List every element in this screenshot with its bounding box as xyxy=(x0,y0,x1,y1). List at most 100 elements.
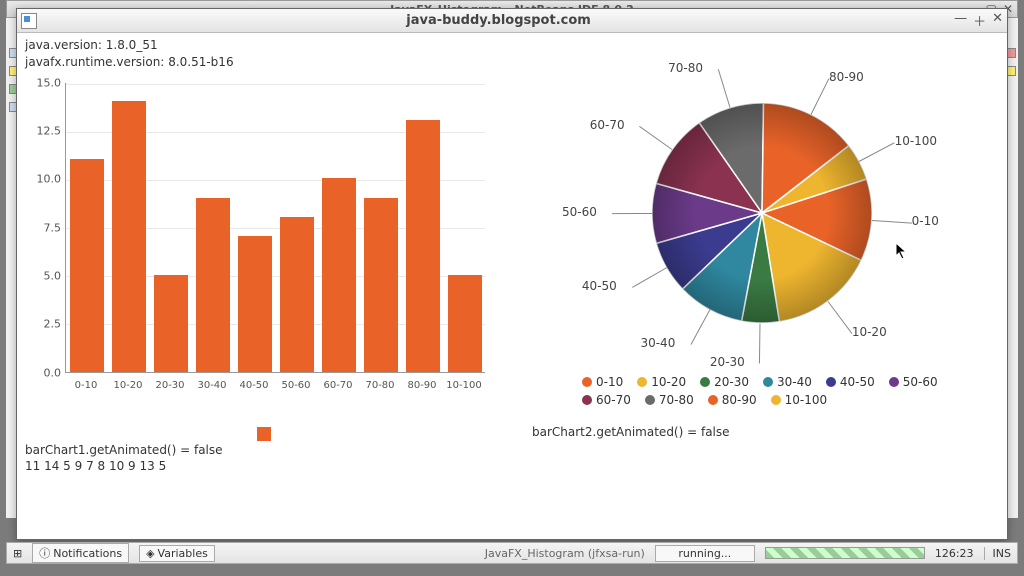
bar xyxy=(112,101,146,372)
legend-swatch xyxy=(826,377,836,387)
legend-swatch xyxy=(771,395,781,405)
pie-legend-item: 50-60 xyxy=(889,375,938,389)
bar xyxy=(70,159,104,372)
legend-swatch xyxy=(889,377,899,387)
bar-xtick: 10-20 xyxy=(113,380,142,391)
variables-button[interactable]: ◈Variables xyxy=(139,545,215,562)
bar-xtick: 60-70 xyxy=(323,380,352,391)
variables-icon: ◈ xyxy=(146,547,154,560)
bar-values-line: 11 14 5 9 7 8 10 9 13 5 xyxy=(25,459,502,473)
bar-xtick: 0-10 xyxy=(75,380,98,391)
legend-swatch xyxy=(763,377,773,387)
bar-xtick: 20-30 xyxy=(155,380,184,391)
pie-slice-label: 80-90 xyxy=(829,70,864,84)
ide-statusbar: ⊞ ⓘNotifications ◈Variables JavaFX_Histo… xyxy=(6,542,1018,564)
pie-chart-panel: 0-10 10-20 20-30 30-40 40-50 50-60 60-70 70-80 8… xyxy=(522,73,999,473)
legend-label: 80-90 xyxy=(722,393,757,407)
java-version-line: java.version: 1.8.0_51 xyxy=(25,37,999,54)
app-window: java-buddy.blogspot.com — ＋ ✕ java.versi… xyxy=(16,8,1008,540)
bar-ytick: 7.5 xyxy=(25,221,61,234)
notifications-button[interactable]: ⓘNotifications xyxy=(32,543,129,563)
pie-legend: 0-10 10-20 20-30 30-40 40-50 50-60 60-70 70-80 8… xyxy=(582,375,982,407)
bar-xtick: 70-80 xyxy=(365,380,394,391)
pie-legend-item: 10-100 xyxy=(771,393,828,407)
bar-ytick: 12.5 xyxy=(25,124,61,137)
legend-label: 60-70 xyxy=(596,393,631,407)
legend-label: 20-30 xyxy=(714,375,749,389)
app-close-icon[interactable]: ✕ xyxy=(992,11,1003,30)
pie-slice-label: 30-40 xyxy=(640,336,675,350)
legend-label: 50-60 xyxy=(903,375,938,389)
pie-slice-label: 50-60 xyxy=(562,205,597,219)
legend-label: 0-10 xyxy=(596,375,623,389)
bar-xtick: 80-90 xyxy=(407,380,436,391)
bar xyxy=(154,275,188,372)
legend-label: 10-20 xyxy=(651,375,686,389)
status-expand-icon[interactable]: ⊞ xyxy=(13,547,22,560)
pie-chart-status: barChart2.getAnimated() = false xyxy=(532,425,999,439)
legend-swatch xyxy=(708,395,718,405)
bar-legend xyxy=(25,427,502,441)
pie-slice-label: 40-50 xyxy=(582,279,617,293)
legend-label: 70-80 xyxy=(659,393,694,407)
bar-xtick: 10-100 xyxy=(446,380,481,391)
pie-chart: 0-10 10-20 20-30 30-40 40-50 50-60 60-70 70-80 8… xyxy=(522,73,982,423)
app-body: java.version: 1.8.0_51 javafx.runtime.ve… xyxy=(17,33,1007,539)
pie-legend-item: 80-90 xyxy=(708,393,757,407)
pie-slice-label: 10-20 xyxy=(852,325,887,339)
info-icon: ⓘ xyxy=(39,545,50,561)
app-titlebar[interactable]: java-buddy.blogspot.com — ＋ ✕ xyxy=(17,9,1007,33)
bar xyxy=(238,236,272,371)
pie-legend-item: 0-10 xyxy=(582,375,623,389)
bar xyxy=(196,198,230,372)
bar-ytick: 2.5 xyxy=(25,318,61,331)
bar-chart-status: barChart1.getAnimated() = false xyxy=(25,443,502,457)
pie-legend-item: 30-40 xyxy=(763,375,812,389)
bar xyxy=(280,217,314,372)
app-icon xyxy=(21,13,37,29)
pie-slice-label: 70-80 xyxy=(668,61,703,75)
bar-legend-swatch xyxy=(257,427,271,441)
legend-swatch xyxy=(637,377,647,387)
bar-ytick: 10.0 xyxy=(25,173,61,186)
legend-label: 40-50 xyxy=(840,375,875,389)
legend-swatch xyxy=(582,395,592,405)
bar-ytick: 5.0 xyxy=(25,269,61,282)
bar-xtick: 40-50 xyxy=(239,380,268,391)
build-progress-text: running... xyxy=(655,545,755,562)
pie-legend-item: 20-30 xyxy=(700,375,749,389)
bar xyxy=(364,198,398,372)
legend-label: 10-100 xyxy=(785,393,828,407)
pie-svg xyxy=(632,83,892,343)
bar xyxy=(322,178,356,371)
pie-legend-item: 70-80 xyxy=(645,393,694,407)
legend-swatch xyxy=(645,395,655,405)
legend-label: 30-40 xyxy=(777,375,812,389)
pie-slice-label: 0-10 xyxy=(912,214,939,228)
pie-slice-label: 10-100 xyxy=(895,134,938,148)
bar-plot-area xyxy=(65,83,485,373)
app-minimize-icon[interactable]: — xyxy=(954,11,967,30)
bar xyxy=(448,275,482,372)
bar-chart: 0.0 2.5 5.0 7.5 10.0 12.5 15.0 0-10 10-20 20-30 30… xyxy=(25,73,495,423)
insert-mode: INS xyxy=(984,547,1011,560)
build-task-label: JavaFX_Histogram (jfxsa-run) xyxy=(485,547,645,560)
javafx-version-line: javafx.runtime.version: 8.0.51-b16 xyxy=(25,54,999,71)
pie-legend-item: 10-20 xyxy=(637,375,686,389)
pie-slice-label: 20-30 xyxy=(710,355,745,369)
bar-ytick: 15.0 xyxy=(25,76,61,89)
bar-ytick: 0.0 xyxy=(25,366,61,379)
app-maximize-icon[interactable]: ＋ xyxy=(973,11,986,30)
bar xyxy=(406,120,440,371)
pie-slice-label: 60-70 xyxy=(590,118,625,132)
pie-label-connector xyxy=(612,213,652,214)
pie-legend-item: 40-50 xyxy=(826,375,875,389)
bar-xtick: 50-60 xyxy=(281,380,310,391)
app-title: java-buddy.blogspot.com xyxy=(43,13,954,28)
bar-chart-panel: 0.0 2.5 5.0 7.5 10.0 12.5 15.0 0-10 10-20 20-30 30… xyxy=(25,73,502,473)
build-progressbar xyxy=(765,547,925,559)
bar-xtick: 30-40 xyxy=(197,380,226,391)
cursor-position: 126:23 xyxy=(935,547,974,560)
pie-legend-item: 60-70 xyxy=(582,393,631,407)
legend-swatch xyxy=(700,377,710,387)
